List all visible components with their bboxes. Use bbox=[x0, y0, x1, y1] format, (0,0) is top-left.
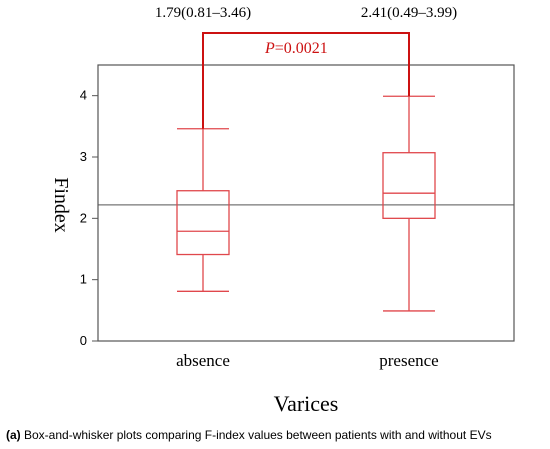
y-axis: 0 1 2 3 4 bbox=[80, 88, 98, 348]
p-value-text: =0.0021 bbox=[275, 40, 328, 57]
x-axis-title: Varices bbox=[274, 391, 339, 416]
caption-text: Box-and-whisker plots comparing F-index … bbox=[20, 428, 492, 442]
iqr-box bbox=[176, 190, 230, 256]
x-axis: absence presence bbox=[176, 351, 439, 370]
y-tick-label: 4 bbox=[80, 88, 87, 103]
caption-label: (a) bbox=[6, 428, 21, 442]
x-category-label: presence bbox=[379, 351, 438, 370]
y-axis-title: Findex bbox=[50, 177, 72, 233]
significance-bracket-group bbox=[202, 32, 410, 129]
box-summary-annotation: 1.79(0.81–3.46) bbox=[155, 5, 251, 21]
figure-caption: (a) Box-and-whisker plots comparing F-in… bbox=[6, 428, 546, 442]
p-value-label: P=0.0021 bbox=[264, 40, 328, 57]
x-category-label: absence bbox=[176, 351, 230, 370]
plot-area-frame bbox=[97, 64, 515, 342]
box-plot-chart: 0 1 2 3 4 1.79(0.81–3.46) 2.41(0.49–3.99) abs… bbox=[50, 5, 515, 416]
box-absence bbox=[176, 128, 230, 292]
y-tick-label: 3 bbox=[80, 149, 87, 164]
y-tick-label: 2 bbox=[80, 210, 87, 225]
y-tick-label: 0 bbox=[80, 333, 87, 348]
iqr-box bbox=[382, 152, 436, 219]
p-symbol: P bbox=[264, 40, 275, 57]
significance-bracket bbox=[202, 32, 410, 129]
box-summary-annotation: 2.41(0.49–3.99) bbox=[361, 5, 457, 21]
y-tick-label: 1 bbox=[80, 272, 87, 287]
box-presence bbox=[382, 95, 436, 312]
boxes-group: 1.79(0.81–3.46) 2.41(0.49–3.99) bbox=[155, 5, 457, 312]
